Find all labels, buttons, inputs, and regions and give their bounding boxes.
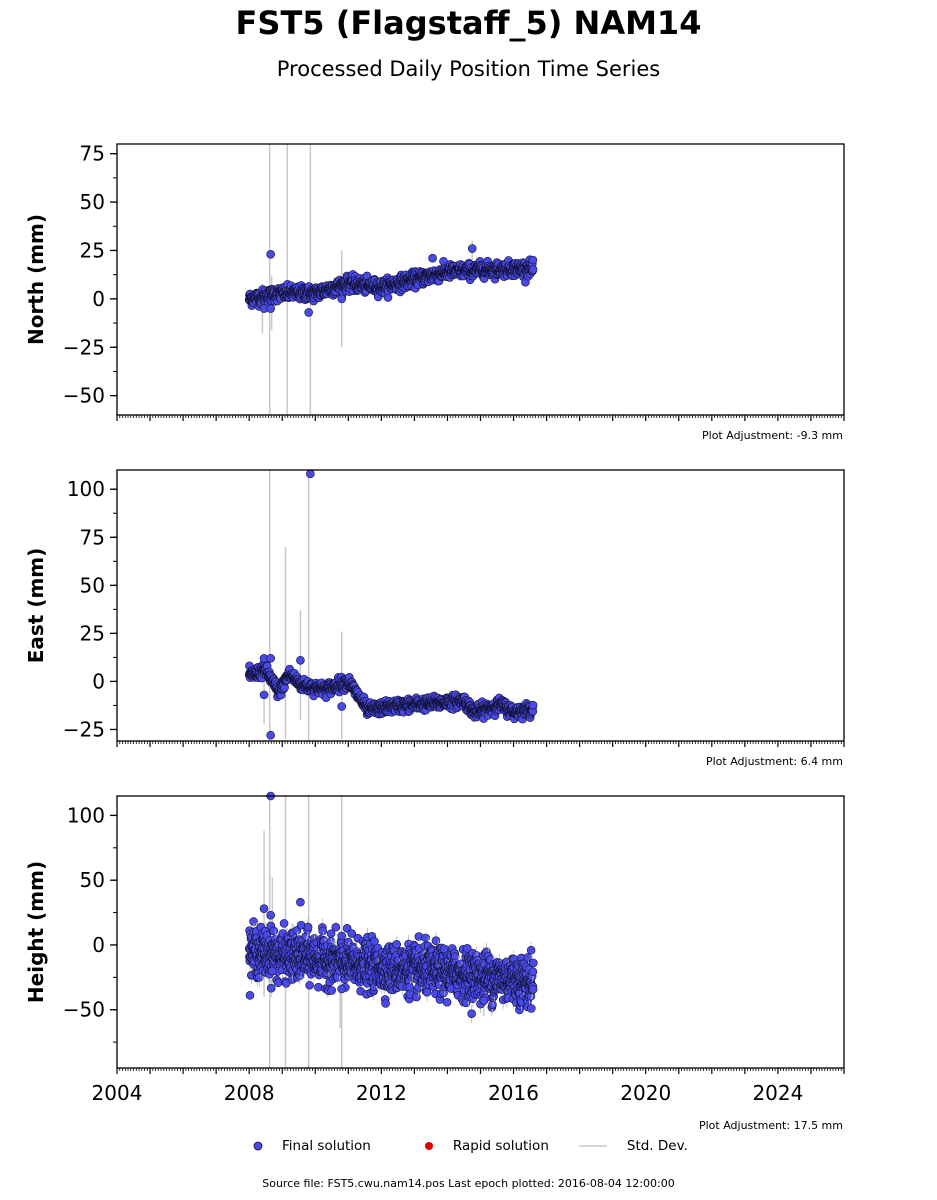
height-point-349 xyxy=(314,982,323,992)
chart-subtitle: Processed Daily Position Time Series xyxy=(276,57,661,81)
chart-title: FST5 (Flagstaff_5) NAM14 xyxy=(235,4,702,42)
height-ytick-label-2: 50 xyxy=(80,868,105,892)
height-xtick-label-5: 2024 xyxy=(752,1081,803,1105)
height-point-809 xyxy=(405,982,414,992)
north-ytick-label-0: −50 xyxy=(63,384,105,408)
height-point-176 xyxy=(279,919,289,928)
height-point-1227 xyxy=(488,1000,497,1009)
legend-final: Final solution xyxy=(252,1138,371,1154)
north-ytick-label-2: 0 xyxy=(92,287,105,311)
height-ytick-label-1: 0 xyxy=(92,933,105,957)
height-outlier-1 xyxy=(259,904,269,913)
height-ylabel: Height (mm) xyxy=(24,861,48,1003)
east-outlier-4 xyxy=(337,702,347,711)
north-outlier-0 xyxy=(266,250,275,259)
east-ytick-label-0: −25 xyxy=(63,717,105,741)
std-dev-line xyxy=(578,1145,607,1147)
height-outlier-8 xyxy=(439,944,449,954)
height-point-1431 xyxy=(528,967,538,977)
east-ytick-label-2: 25 xyxy=(80,621,105,645)
east-ytick-label-1: 0 xyxy=(92,669,105,693)
height-point-1423 xyxy=(527,1004,536,1013)
north-outlier-2 xyxy=(266,304,275,313)
rapid-solution-marker xyxy=(424,1142,433,1150)
legend-std-label: Std. Dev. xyxy=(626,1138,688,1154)
north-outlier-4 xyxy=(337,294,347,304)
height-point-744 xyxy=(392,940,401,949)
height-outlier-7 xyxy=(337,984,347,994)
height-point-897 xyxy=(422,987,432,997)
north-outlier-3 xyxy=(304,308,313,317)
height-point-305 xyxy=(305,980,314,990)
east-point-1074 xyxy=(528,700,538,710)
legend-rapid-label: Rapid solution xyxy=(452,1138,549,1154)
north-outlier-5 xyxy=(467,244,477,253)
height-point-413 xyxy=(326,929,336,938)
height-point-998 xyxy=(442,997,452,1007)
east-outlier-6 xyxy=(259,690,269,700)
final-solution-marker xyxy=(253,1141,263,1151)
height-outlier-4 xyxy=(337,931,347,941)
east-ytick-label-3: 50 xyxy=(80,573,105,597)
height-point-688 xyxy=(381,999,390,1008)
height-point-844 xyxy=(412,992,421,1002)
height-ytick-label-0: −50 xyxy=(63,998,105,1022)
east-outlier-5 xyxy=(266,730,275,740)
legend: Final solution Rapid solution Std. Dev. xyxy=(252,1138,716,1154)
height-xtick-label-2: 2012 xyxy=(356,1081,407,1105)
height-outlier-3 xyxy=(296,897,305,907)
height-point-1433 xyxy=(529,958,538,968)
height-xtick-label-0: 2004 xyxy=(92,1081,143,1105)
legend-std: Std. Dev. xyxy=(578,1138,688,1154)
height-point-187 xyxy=(281,979,291,988)
height-point-51 xyxy=(254,973,264,982)
east-outlier-1 xyxy=(266,654,275,663)
height-frame xyxy=(116,795,845,1069)
north-ytick-label-1: −25 xyxy=(63,335,105,359)
height-outlier-2 xyxy=(266,910,275,920)
east-outlier-2 xyxy=(296,655,305,665)
east-ytick-label-5: 100 xyxy=(67,477,105,501)
east-ylabel: East (mm) xyxy=(24,548,48,664)
height-xtick-label-4: 2020 xyxy=(620,1081,671,1105)
height-point-297 xyxy=(303,922,313,932)
legend-rapid: Rapid solution xyxy=(423,1138,549,1154)
north-point-1074 xyxy=(528,265,538,274)
height-point-1422 xyxy=(526,945,536,955)
source-file-note: Source file: FST5.cwu.nam14.pos Last epo… xyxy=(262,1177,675,1190)
height-outlier-6 xyxy=(479,996,489,1005)
north-point-1073 xyxy=(528,255,538,265)
height-point-4 xyxy=(245,991,255,1000)
height-point-437 xyxy=(331,922,341,932)
east-plot-adjustment: Plot Adjustment: 6.4 mm xyxy=(705,755,843,768)
north-ylabel: North (mm) xyxy=(24,214,48,345)
height-point-124 xyxy=(269,926,279,936)
north-ytick-label-5: 75 xyxy=(80,142,105,166)
height-outlier-5 xyxy=(268,966,277,976)
height-point-111 xyxy=(266,983,276,993)
north-plot-adjustment: Plot Adjustment: -9.3 mm xyxy=(702,429,843,442)
legend-final-label: Final solution xyxy=(282,1138,371,1154)
north-ytick-label-4: 50 xyxy=(80,190,105,214)
height-xtick-label-1: 2008 xyxy=(224,1081,275,1105)
height-xtick-label-3: 2016 xyxy=(488,1081,539,1105)
height-point-416 xyxy=(327,986,336,995)
height-ytick-label-3: 100 xyxy=(67,803,105,827)
height-plot-adjustment: Plot Adjustment: 17.5 mm xyxy=(698,1119,843,1132)
height-point-1122 xyxy=(467,1009,476,1018)
height-point-1432 xyxy=(528,985,538,994)
height-point-942 xyxy=(431,936,441,945)
east-ytick-label-4: 75 xyxy=(80,525,105,549)
north-outlier-6 xyxy=(428,253,437,263)
north-ytick-label-3: 25 xyxy=(80,238,105,262)
east-outlier-3 xyxy=(306,469,315,479)
height-point-371 xyxy=(318,926,328,936)
